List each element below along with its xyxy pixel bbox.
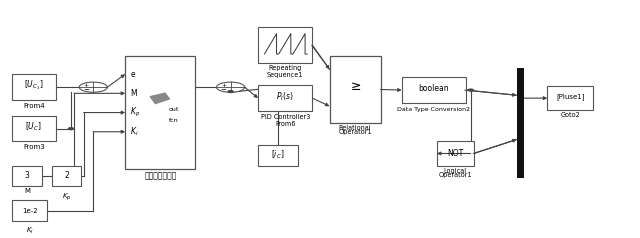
Text: e: e [131,70,135,79]
Text: −: − [83,87,89,93]
Circle shape [79,82,108,92]
Text: $K_i$: $K_i$ [26,226,34,236]
Text: $[i_C]$: $[i_C]$ [271,149,285,161]
Bar [12,116,56,141]
Text: M: M [24,188,30,194]
Bar [12,200,47,221]
Text: 1e-2: 1e-2 [22,208,38,213]
Bar [258,145,298,166]
Bar [437,141,474,166]
Text: From4: From4 [23,103,45,109]
Circle shape [228,91,233,93]
Bar [258,85,312,111]
Text: M: M [131,89,137,98]
Text: PID Controller3: PID Controller3 [260,114,310,120]
Bar [125,56,195,169]
Bar [516,68,524,178]
Text: $P_I(s)$: $P_I(s)$ [276,91,294,103]
Text: out: out [169,107,179,112]
Text: 2: 2 [64,171,69,180]
Text: +: + [84,83,89,88]
Text: fcn: fcn [169,118,179,123]
Text: $K_p$: $K_p$ [61,191,71,203]
Polygon shape [150,93,170,104]
Bar [12,166,42,186]
Bar [12,74,56,100]
Bar [402,77,466,103]
Text: $\geq$: $\geq$ [348,79,362,93]
Text: NOT: NOT [447,149,463,158]
Text: Operator1: Operator1 [339,129,372,135]
Text: 3: 3 [24,171,29,180]
Circle shape [68,128,74,130]
Bar [547,86,593,110]
Text: From3: From3 [23,144,45,150]
Text: +: + [221,83,226,88]
Text: [Pluse1]: [Pluse1] [556,94,584,100]
Bar [330,56,381,123]
Text: Logical: Logical [444,168,467,174]
Text: $[U_C]$: $[U_C]$ [26,121,42,133]
Bar [52,166,81,186]
Text: Data Type Conversion2: Data Type Conversion2 [397,107,470,112]
Text: $K_p$: $K_p$ [131,106,141,119]
Text: Relational: Relational [339,125,371,131]
Text: $[U_{C_1}]$: $[U_{C_1}]$ [24,79,44,92]
Text: $K_i$: $K_i$ [131,125,139,138]
Text: −: − [221,87,227,93]
Text: Goto2: Goto2 [561,112,580,118]
Bar [258,27,312,63]
Text: Operator1: Operator1 [438,172,472,178]
Text: boolean: boolean [419,84,449,93]
Circle shape [216,82,244,92]
Circle shape [468,89,473,91]
Text: 参数自适应策略: 参数自适应策略 [144,171,177,180]
Text: From6: From6 [275,121,296,127]
Text: Repeating
Sequence1: Repeating Sequence1 [267,65,303,78]
